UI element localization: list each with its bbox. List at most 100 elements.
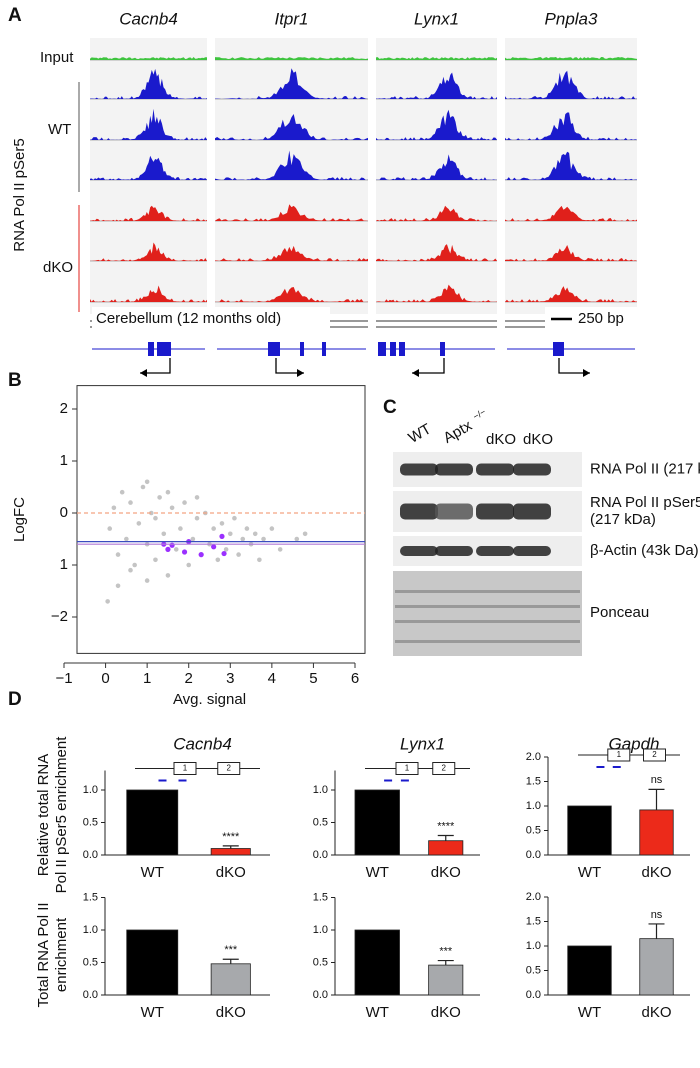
significance-label: **** <box>222 831 240 843</box>
exon <box>157 342 171 356</box>
y-tick-label: 0.5 <box>313 816 328 828</box>
data-point <box>223 547 229 552</box>
y-tick-label: 1.0 <box>526 940 541 952</box>
gene-name: Cacnb4 <box>119 9 178 28</box>
data-point <box>128 500 133 505</box>
y-tick-label: 1.5 <box>83 891 98 903</box>
data-point <box>215 557 221 563</box>
axis-label: RNA Pol II pSer5 <box>11 138 28 251</box>
x-tick-label: 6 <box>351 670 359 687</box>
data-point <box>198 552 204 558</box>
exon-box <box>173 762 197 775</box>
data-point <box>182 500 187 505</box>
y-tick-label: 0 <box>60 504 68 521</box>
exon-box <box>395 762 419 775</box>
gene-name: Itpr1 <box>274 9 308 28</box>
band <box>476 463 514 476</box>
x-tick-label: dKO <box>216 864 246 881</box>
blot-label: β-Actin (43k Da) <box>590 542 699 559</box>
data-point <box>244 526 250 531</box>
blot-label: RNA Pol II pSer5 <box>590 494 700 511</box>
y-tick-label: 0.0 <box>313 989 328 1001</box>
x-tick-label: 4 <box>268 670 276 687</box>
arrow-head <box>583 369 590 377</box>
y-tick-label: 2.0 <box>526 751 541 763</box>
label-background <box>92 307 330 331</box>
coverage-track <box>505 57 637 60</box>
coverage-track <box>505 151 637 180</box>
y-tick-label: 1.0 <box>313 784 328 796</box>
exon <box>322 342 326 356</box>
coverage-track <box>376 109 497 140</box>
blot-label: Ponceau <box>590 604 649 621</box>
exon-label: 2 <box>652 750 657 759</box>
data-point <box>169 542 175 548</box>
data-point <box>181 549 188 555</box>
x-tick-label: WT <box>578 1004 601 1021</box>
coverage-track <box>505 112 637 140</box>
group-label: dKO <box>43 259 73 276</box>
data-point <box>119 489 125 495</box>
x-tick-label: WT <box>366 1004 389 1021</box>
y-tick-label: 1.5 <box>526 915 541 927</box>
error-bar <box>648 788 665 810</box>
y-tick-label: 1.5 <box>313 891 328 903</box>
y-tick-label: 1 <box>60 556 68 573</box>
x-tick-label: 0 <box>101 670 109 687</box>
data-point <box>157 495 162 500</box>
coverage-track <box>90 68 207 99</box>
blot-strip <box>393 571 582 656</box>
data-point <box>221 550 227 557</box>
exon-label: 2 <box>227 764 232 773</box>
y-axis-label: Relative total RNA <box>35 754 52 877</box>
band <box>400 463 438 476</box>
error-bar <box>222 958 239 964</box>
y-tick-label: 0.5 <box>83 956 98 968</box>
y-tick-label: −2 <box>51 608 68 625</box>
plot-frame <box>76 385 366 654</box>
region-label: Cerebellum (12 months old) <box>96 310 281 327</box>
exon-box <box>607 748 631 762</box>
data-point <box>140 484 146 490</box>
data-point <box>105 599 110 604</box>
y-tick-label: 0.0 <box>83 989 98 1001</box>
coverage-track <box>376 284 497 302</box>
bar <box>354 929 400 996</box>
y-tick-label: 1.0 <box>83 924 98 936</box>
exon <box>553 342 564 356</box>
data-point <box>294 536 300 542</box>
data-point <box>190 536 196 542</box>
lane-label: dKO <box>486 431 516 448</box>
y-tick-label: 1 <box>60 452 68 469</box>
data-point <box>165 489 171 495</box>
data-point <box>115 583 121 589</box>
band <box>400 503 438 520</box>
exon-box <box>643 748 666 762</box>
gene-title: Cacnb4 <box>173 734 232 753</box>
y-axis-label: LogFC <box>11 497 28 542</box>
exon-box <box>217 762 241 775</box>
bar <box>567 945 612 996</box>
x-tick-label: dKO <box>431 864 461 881</box>
data-point <box>227 531 233 537</box>
data-point <box>252 531 258 537</box>
coverage-track <box>505 286 637 302</box>
bar <box>126 789 179 856</box>
coverage-track <box>90 205 207 221</box>
x-tick-label: WT <box>141 864 164 881</box>
band <box>435 503 473 520</box>
bar <box>567 805 612 856</box>
panel-label: A <box>8 5 22 26</box>
arrow-head <box>297 369 304 377</box>
x-tick-label: WT <box>578 864 601 881</box>
coverage-track <box>505 205 637 221</box>
ponceau-band <box>395 640 580 643</box>
data-point <box>107 526 113 531</box>
coverage-track <box>376 244 497 261</box>
x-tick-label: 2 <box>185 670 193 687</box>
x-tick-label: dKO <box>216 1004 246 1021</box>
coverage-track <box>90 155 207 180</box>
coverage-track <box>376 72 497 99</box>
x-tick-label: 5 <box>309 670 317 687</box>
band <box>513 463 551 476</box>
